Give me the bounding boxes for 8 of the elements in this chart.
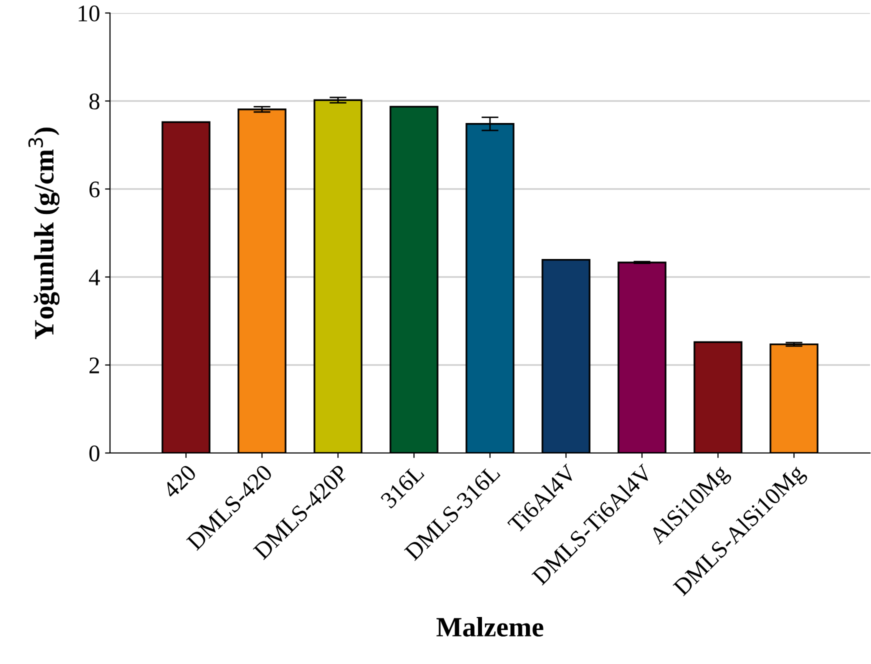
y-tick-label: 10 [78, 5, 100, 22]
y-tick-label: 2 [90, 358, 99, 374]
y-tick-label: 6 [89, 182, 100, 198]
y-tick-label: 8 [89, 93, 100, 110]
y-axis-title: Yoğunluk (g/cm$^{3}$) [28, 128, 60, 340]
x-axis-title: Malzeme [436, 617, 544, 637]
y-tick-label: 4 [88, 270, 100, 286]
y-tick-label: 0 [89, 445, 100, 462]
